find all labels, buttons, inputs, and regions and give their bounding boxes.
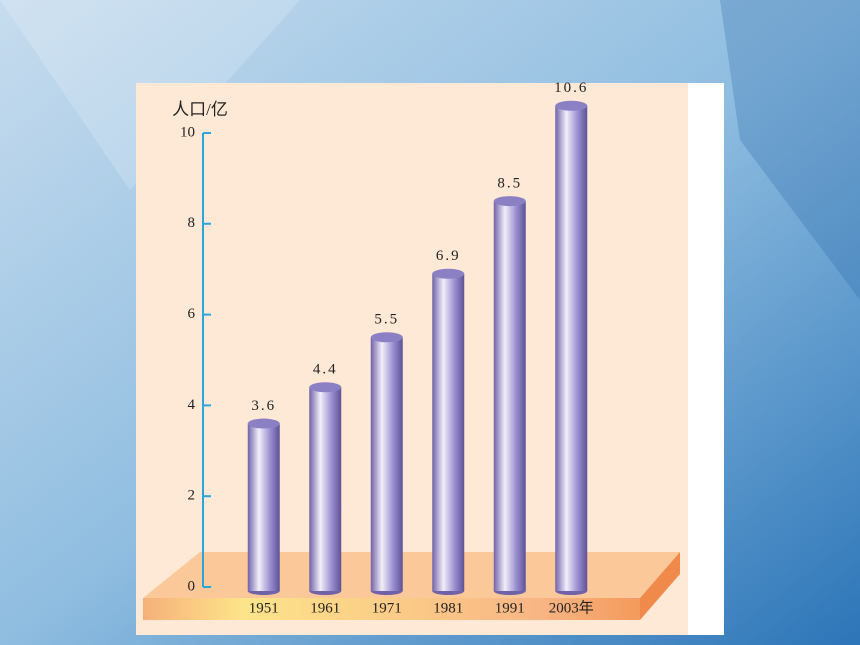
y-tick-label: 6 [188, 306, 196, 322]
y-axis-label: 人口/亿 [172, 100, 228, 119]
x-tick-label: 1991 [495, 600, 525, 616]
x-tick-label: 1981 [433, 600, 463, 616]
bar-cap [432, 268, 465, 279]
x-tick-label: 1971 [372, 600, 402, 616]
bg-facet [720, 0, 860, 300]
bar [309, 387, 342, 591]
value-label: 6.9 [436, 248, 461, 264]
plot: 0 2 4 6 8 10 1951 3.6 1961 4.4 1971 5.5 1981 6.9 1991 8… [180, 80, 594, 616]
x-tick-label: 2003年 [549, 599, 594, 616]
bar [493, 201, 526, 591]
x-tick-label: 1961 [310, 600, 340, 616]
bar [370, 337, 403, 591]
platform-top [143, 552, 680, 598]
value-label: 3.6 [251, 398, 276, 414]
bar-cap [370, 332, 403, 343]
platform-front [143, 598, 640, 620]
value-label: 5.5 [374, 312, 399, 328]
y-tick-label: 4 [188, 397, 196, 413]
value-label: 4.4 [313, 362, 338, 378]
y-tick-label: 2 [188, 488, 196, 504]
y-tick-label: 8 [188, 215, 196, 231]
bar-cap [247, 418, 280, 429]
value-label: 10.6 [554, 80, 588, 96]
y-tick-label: 10 [180, 124, 195, 140]
bar-cap [309, 382, 342, 393]
x-tick-label: 1951 [249, 600, 279, 616]
y-tick-label: 0 [188, 578, 196, 594]
value-label: 8.5 [497, 176, 522, 192]
bar-cap [493, 196, 526, 207]
bar-cap [555, 100, 588, 111]
chart-area [136, 83, 688, 635]
bar [247, 423, 280, 591]
platform-side [640, 552, 680, 620]
bar [432, 273, 465, 591]
bar [555, 105, 588, 591]
